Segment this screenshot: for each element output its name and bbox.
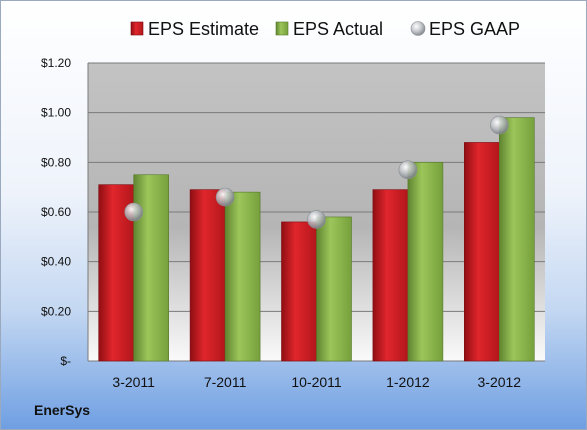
bars [98, 117, 535, 362]
eps-actual-bar [133, 174, 169, 362]
eps-actual-bar [498, 117, 535, 362]
y-tick-label: $1.20 [41, 56, 71, 70]
x-axis-categories: 3-2011 7-2011 10-2011 1-2012 3-2012 [112, 374, 521, 390]
eps-estimate-bar [463, 142, 500, 362]
x-category-label: 3-2012 [478, 374, 522, 390]
eps-gaap-marker [398, 160, 418, 180]
y-tick-label: $0.20 [41, 304, 71, 318]
legend-label-gaap: EPS GAAP [429, 19, 520, 39]
eps-actual-bar [407, 162, 444, 362]
eps-estimate-bar [372, 189, 409, 362]
x-category-label: 1-2012 [386, 374, 430, 390]
company-name: EnerSys [34, 402, 91, 418]
legend: EPS Estimate EPS Actual EPS GAAP [130, 19, 520, 39]
gaap-markers [124, 115, 509, 229]
eps-actual-bar [316, 216, 352, 362]
x-category-label: 3-2011 [112, 374, 155, 390]
legend-swatch-actual [275, 21, 289, 36]
y-tick-label: $1.00 [41, 106, 71, 120]
y-axis-ticks: $- $0.20 $0.40 $0.60 $0.80 $1.00 $1.20 [41, 56, 71, 368]
legend-label-actual: EPS Actual [293, 19, 383, 39]
y-tick-label: $0.80 [41, 155, 71, 169]
eps-gaap-marker [215, 187, 235, 207]
eps-gaap-marker [124, 202, 143, 222]
y-tick-label: $0.60 [41, 205, 71, 219]
y-tick-label: $- [60, 354, 71, 368]
legend-label-estimate: EPS Estimate [148, 19, 259, 39]
eps-estimate-bar [281, 221, 317, 362]
legend-swatch-estimate [130, 21, 144, 36]
y-tick-label: $0.40 [41, 255, 71, 269]
x-category-label: 10-2011 [291, 374, 342, 390]
eps-actual-bar [224, 191, 261, 362]
eps-gaap-marker [307, 210, 326, 229]
eps-estimate-bar [189, 189, 226, 362]
eps-gaap-marker [489, 115, 509, 135]
legend-swatch-gaap [410, 21, 426, 36]
x-category-label: 7-2011 [204, 374, 247, 390]
